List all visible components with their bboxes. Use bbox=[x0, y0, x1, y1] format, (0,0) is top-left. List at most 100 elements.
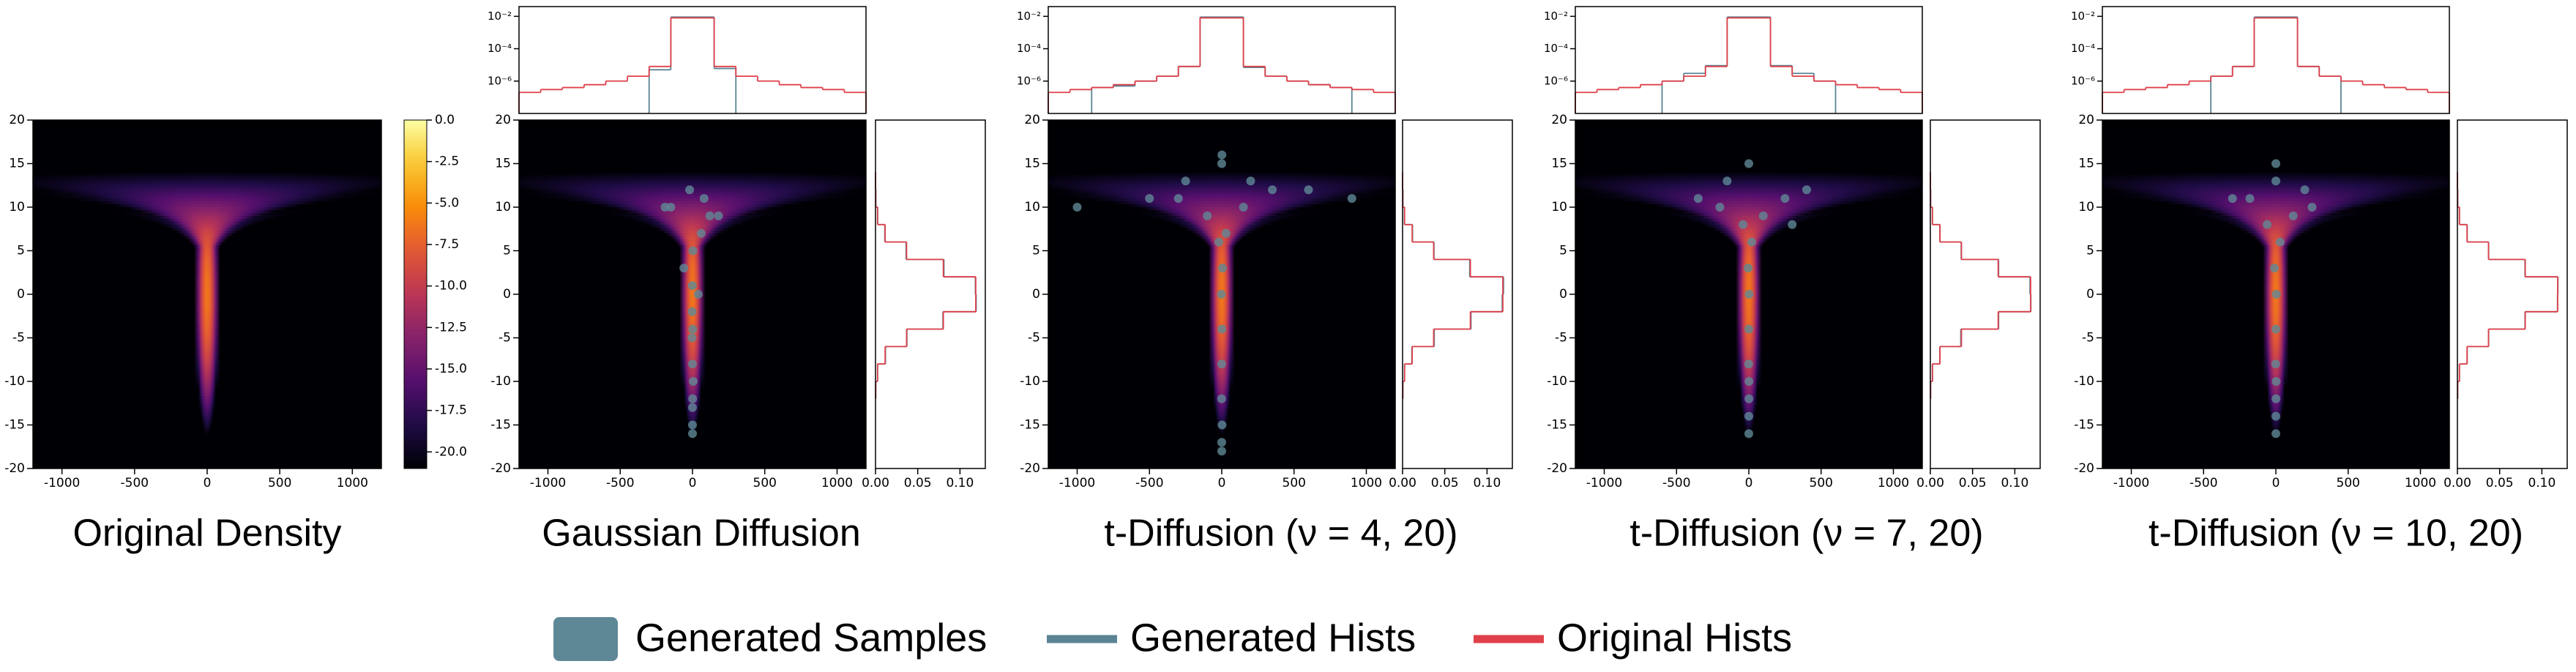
density-row bbox=[1575, 425, 1922, 429]
sample-point bbox=[2263, 220, 2272, 229]
density-row bbox=[2102, 274, 2449, 277]
density-row bbox=[33, 187, 381, 190]
density-row bbox=[33, 317, 381, 321]
sample-point bbox=[2275, 237, 2285, 247]
density-row bbox=[33, 305, 381, 310]
density-field bbox=[33, 120, 381, 468]
density-row bbox=[33, 169, 381, 173]
density-row bbox=[1575, 134, 1922, 138]
density-row bbox=[2102, 236, 2449, 240]
sample-point bbox=[696, 228, 706, 238]
density-row bbox=[1048, 460, 1395, 463]
y-tick-label: -20 bbox=[1547, 461, 1567, 476]
density-row bbox=[2102, 343, 2449, 347]
density-row bbox=[1048, 134, 1395, 138]
density-row bbox=[519, 137, 866, 141]
density-row bbox=[1048, 285, 1395, 289]
density-row bbox=[519, 256, 866, 260]
density-row bbox=[519, 184, 866, 187]
density-row bbox=[1575, 401, 1922, 406]
density-row bbox=[1048, 457, 1395, 460]
y-tick-label: 10 bbox=[9, 200, 25, 214]
density-row bbox=[33, 442, 381, 446]
density-row bbox=[33, 134, 381, 138]
density-row bbox=[1048, 233, 1395, 237]
density-row bbox=[2102, 302, 2449, 307]
density-row bbox=[519, 207, 866, 211]
density-row bbox=[1048, 413, 1395, 417]
density-row bbox=[2102, 349, 2449, 353]
density-row bbox=[2102, 146, 2449, 150]
density-row bbox=[1048, 407, 1395, 411]
density-row bbox=[33, 291, 381, 295]
density-row bbox=[1575, 172, 1922, 176]
y-tick-label: 5 bbox=[1559, 244, 1567, 258]
density-row bbox=[1575, 218, 1922, 223]
density-row bbox=[2102, 332, 2449, 336]
density-row bbox=[2102, 311, 2449, 316]
density-row bbox=[1575, 404, 1922, 408]
density-row bbox=[33, 346, 381, 350]
density-row bbox=[2102, 384, 2449, 388]
density-row bbox=[1575, 169, 1922, 173]
x-tick-label: 0.10 bbox=[2528, 476, 2556, 490]
density-row bbox=[1575, 253, 1922, 258]
density-row bbox=[519, 157, 866, 162]
y-tick-label: 20 bbox=[9, 113, 25, 127]
axes-frame bbox=[2102, 119, 2450, 469]
density-row bbox=[1048, 463, 1395, 466]
density-row bbox=[33, 445, 381, 449]
density-row bbox=[33, 422, 381, 426]
density-row bbox=[519, 236, 866, 240]
density-row bbox=[1048, 221, 1395, 225]
density-row bbox=[1048, 404, 1395, 408]
density-row bbox=[519, 218, 866, 223]
density-row bbox=[1048, 131, 1395, 135]
density-row bbox=[33, 296, 381, 301]
density-row bbox=[33, 337, 381, 342]
density-row bbox=[2102, 212, 2449, 217]
density-row bbox=[2102, 143, 2449, 147]
x-tick-label: 0.10 bbox=[1473, 476, 1501, 490]
x-tick-label: -500 bbox=[1135, 476, 1164, 490]
density-row bbox=[1575, 143, 1922, 147]
density-row bbox=[1575, 250, 1922, 255]
density-row bbox=[519, 320, 866, 324]
density-row bbox=[2102, 221, 2449, 225]
density-row bbox=[1048, 428, 1395, 432]
density-row bbox=[519, 436, 866, 440]
density-row bbox=[519, 146, 866, 150]
density-row bbox=[519, 181, 866, 184]
density-row bbox=[33, 425, 381, 429]
x-tick-label: 1000 bbox=[1351, 476, 1382, 490]
density-row bbox=[2102, 169, 2449, 173]
density-row bbox=[1575, 302, 1922, 307]
sample-point bbox=[1780, 194, 1790, 204]
axes-frame bbox=[2457, 119, 2568, 469]
density-row bbox=[519, 277, 866, 280]
y-tick-label: 20 bbox=[1024, 113, 1040, 127]
y-tick-label: 15 bbox=[495, 157, 511, 171]
density-row bbox=[1575, 190, 1922, 193]
density-row bbox=[1048, 125, 1395, 130]
density-row bbox=[2102, 218, 2449, 223]
density-row bbox=[1575, 128, 1922, 132]
y-tick-label: 20 bbox=[495, 113, 511, 127]
density-row bbox=[33, 198, 381, 202]
density-row bbox=[1575, 280, 1922, 283]
density-row bbox=[1575, 122, 1922, 127]
y-tick-label: -15 bbox=[1020, 418, 1040, 433]
density-row bbox=[33, 271, 381, 275]
sample-point bbox=[1744, 264, 1753, 273]
density-row bbox=[1048, 401, 1395, 406]
sample-point bbox=[1744, 159, 1753, 168]
density-row bbox=[33, 433, 381, 437]
colorbar-tick-label: -2.5 bbox=[435, 154, 459, 169]
density-row bbox=[2102, 209, 2449, 214]
density-row bbox=[33, 128, 381, 132]
density-row bbox=[1048, 376, 1395, 379]
density-row bbox=[2102, 122, 2449, 127]
sample-point bbox=[2271, 159, 2280, 168]
sample-point bbox=[1747, 237, 1756, 247]
density-row bbox=[1575, 259, 1922, 263]
